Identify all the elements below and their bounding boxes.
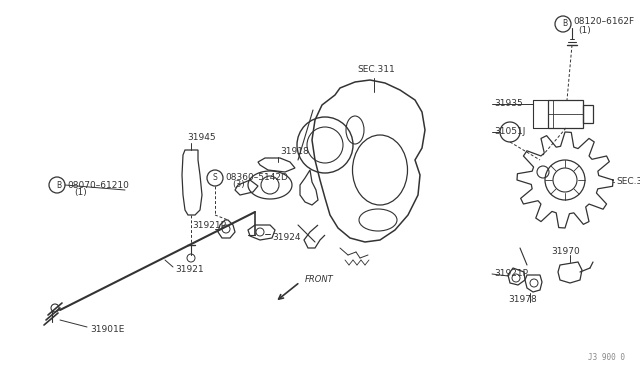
Text: 31978: 31978 xyxy=(509,295,538,305)
Text: 31924: 31924 xyxy=(272,232,301,241)
Text: (1): (1) xyxy=(578,26,591,35)
Text: 31935: 31935 xyxy=(494,99,523,109)
Text: 31051J: 31051J xyxy=(494,128,525,137)
Text: B: B xyxy=(563,19,568,29)
Text: 31921P: 31921P xyxy=(494,269,528,279)
Text: B: B xyxy=(56,180,61,189)
Text: (1): (1) xyxy=(74,187,87,196)
Text: 08360–5142D: 08360–5142D xyxy=(225,173,288,183)
Text: 31970: 31970 xyxy=(552,247,580,257)
Text: 31921P: 31921P xyxy=(192,221,226,230)
Text: 08120–6162F: 08120–6162F xyxy=(573,17,634,26)
Text: 31921: 31921 xyxy=(175,266,204,275)
Text: FRONT: FRONT xyxy=(305,276,333,285)
Text: (3): (3) xyxy=(232,180,244,189)
Text: 31945: 31945 xyxy=(187,134,216,142)
Text: 08070–61210: 08070–61210 xyxy=(67,180,129,189)
Text: 31901E: 31901E xyxy=(90,326,124,334)
Text: SEC.311: SEC.311 xyxy=(616,177,640,186)
Text: J3 900 0: J3 900 0 xyxy=(588,353,625,362)
Text: SEC.311: SEC.311 xyxy=(357,65,395,74)
Text: S: S xyxy=(212,173,218,183)
Text: 31918: 31918 xyxy=(280,148,308,157)
